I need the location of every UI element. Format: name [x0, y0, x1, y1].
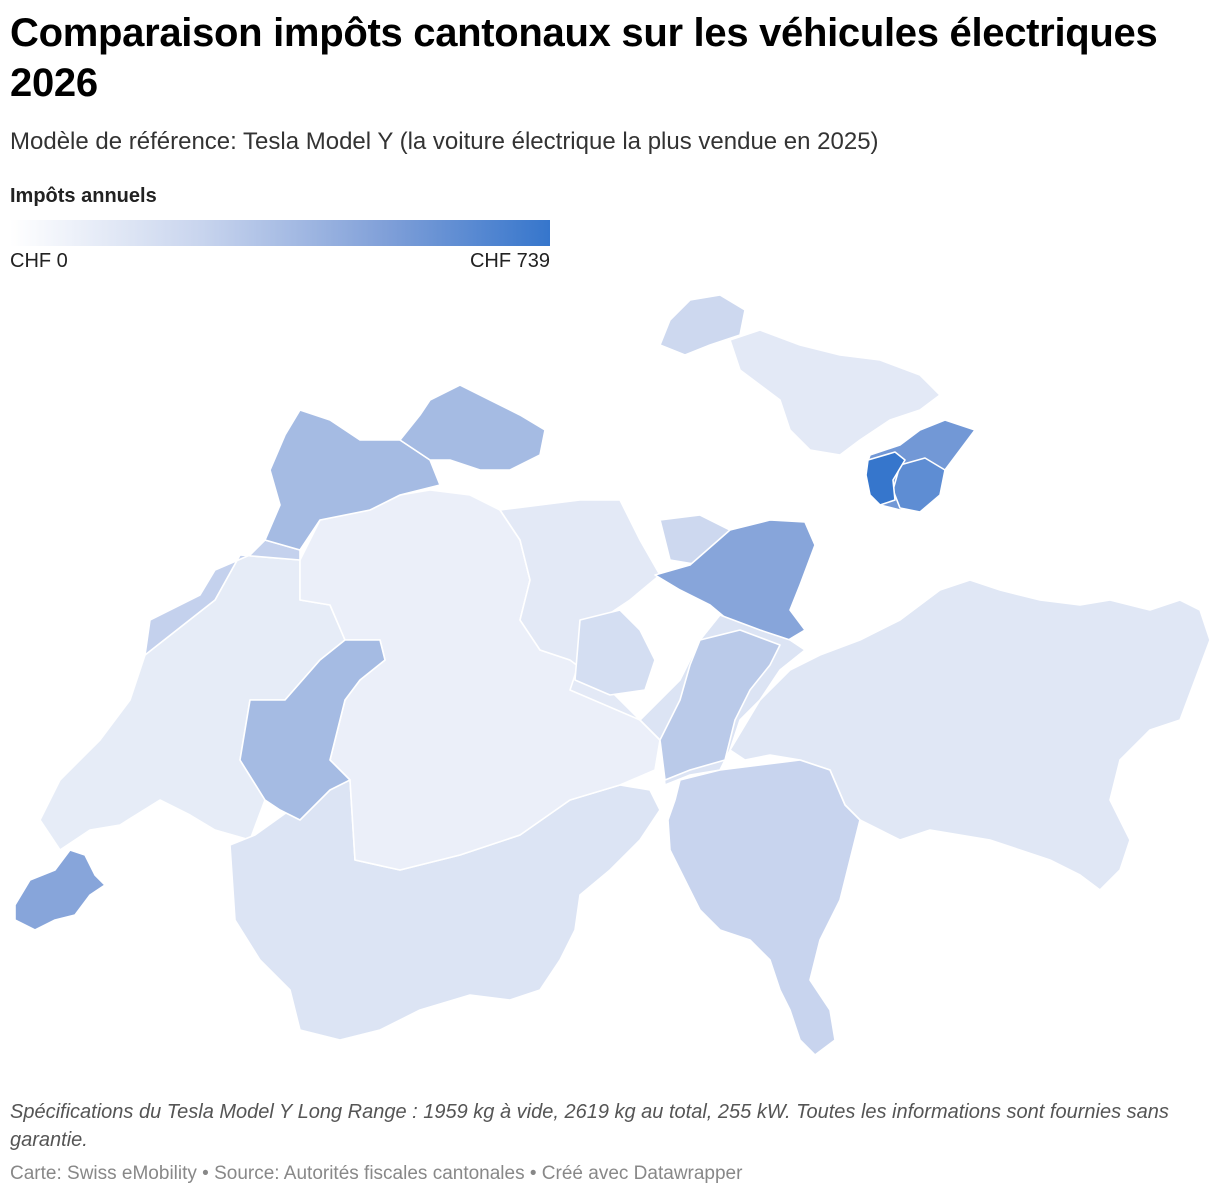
schwyz-region[interactable] — [654, 519, 816, 646]
map-subtitle: Modèle de référence: Tesla Model Y (la v… — [10, 128, 879, 155]
tessin-region[interactable] — [667, 759, 861, 1056]
appenzell-region[interactable] — [865, 451, 906, 506]
thurgovie-region[interactable] — [729, 329, 941, 456]
legend-min-label: CHF 0 — [10, 250, 68, 272]
legend-color-scale — [10, 220, 550, 246]
geneve-region[interactable] — [14, 849, 106, 931]
footnote: Spécifications du Tesla Model Y Long Ran… — [10, 1101, 1169, 1151]
grisons-region[interactable] — [729, 579, 1211, 891]
credits-line: Carte: Swiss eMobility • Source: Autorit… — [10, 1163, 743, 1184]
switzerland-map — [14, 294, 1211, 1056]
legend-title: Impôts annuels — [10, 185, 157, 207]
schaffhouse-region[interactable] — [659, 294, 746, 356]
fribourg-region[interactable] — [239, 639, 386, 821]
zoug-region[interactable] — [574, 609, 656, 696]
bale-region[interactable] — [399, 384, 546, 471]
legend-max-label: CHF 739 — [469, 250, 550, 272]
map-title: Comparaison impôts cantonaux sur les véh… — [10, 11, 1158, 105]
glaris-region[interactable] — [659, 629, 781, 781]
